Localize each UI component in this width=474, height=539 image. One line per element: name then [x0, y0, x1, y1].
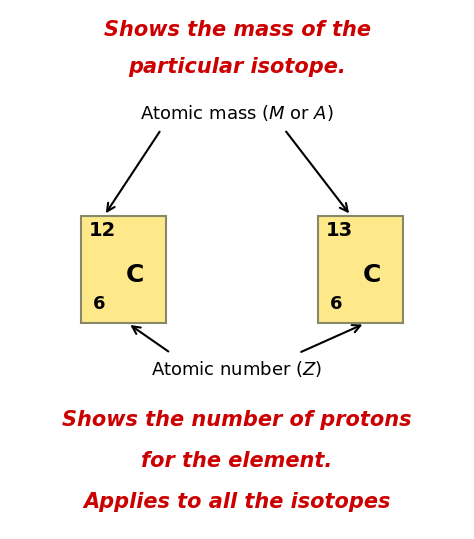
Text: 13: 13: [326, 221, 353, 240]
Text: 6: 6: [329, 295, 342, 313]
Text: 6: 6: [92, 295, 105, 313]
FancyBboxPatch shape: [318, 216, 403, 323]
Text: Shows the number of protons: Shows the number of protons: [62, 410, 412, 431]
Text: C: C: [363, 263, 381, 287]
Text: Atomic mass ($M$ or $A$): Atomic mass ($M$ or $A$): [140, 103, 334, 123]
Text: Atomic number ($Z$): Atomic number ($Z$): [151, 359, 323, 379]
Text: 12: 12: [89, 221, 116, 240]
Text: C: C: [126, 263, 144, 287]
FancyBboxPatch shape: [81, 216, 166, 323]
Text: Applies to all the isotopes: Applies to all the isotopes: [83, 492, 391, 513]
Text: particular isotope.: particular isotope.: [128, 57, 346, 78]
Text: for the element.: for the element.: [141, 451, 333, 471]
Text: Shows the mass of the: Shows the mass of the: [103, 19, 371, 40]
